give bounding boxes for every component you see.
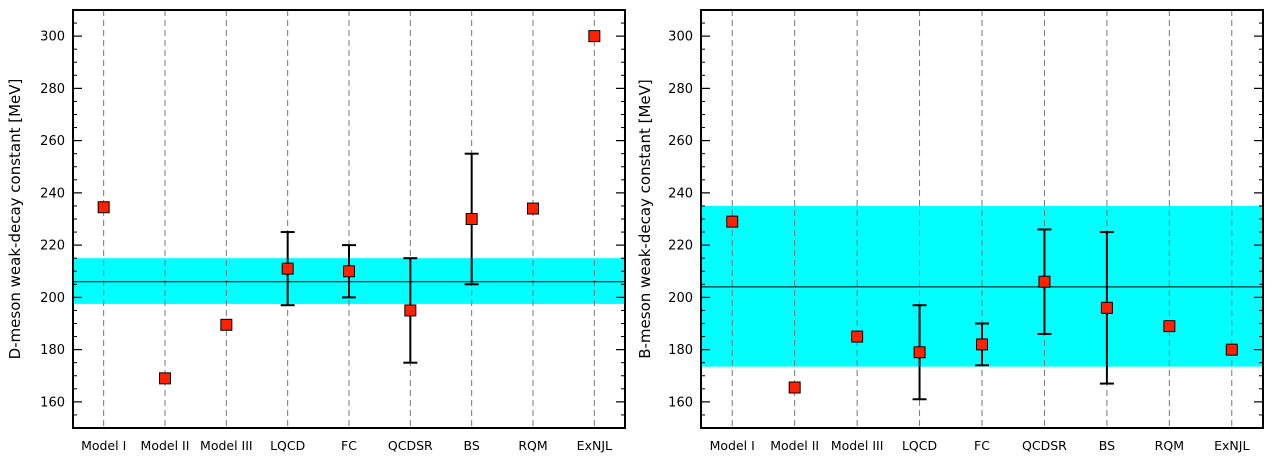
data-point: [220, 318, 233, 331]
y-tick-label: 240: [668, 186, 693, 201]
y-tick-label: 280: [40, 82, 65, 97]
plot-frame: [700, 9, 1264, 429]
data-point: [788, 381, 801, 394]
data-point: [851, 330, 864, 343]
data-point: [281, 262, 294, 275]
b-meson-chart: 160 180 200 220 240 260 280 300 Model I Model II M…: [637, 0, 1274, 458]
data-point: [465, 213, 478, 225]
y-tick-label: 220: [668, 239, 693, 254]
data-point: [976, 338, 988, 351]
x-tick-label: RQM: [518, 438, 547, 453]
y-tick-label: 300: [668, 30, 693, 45]
data-point: [726, 215, 739, 228]
x-tick-label: FC: [974, 438, 990, 453]
data-point: [913, 346, 926, 359]
x-tick-label: QCDSR: [388, 438, 433, 453]
data-point: [1100, 301, 1113, 314]
x-tick-label: ExNJL: [1214, 438, 1249, 453]
b-meson-plot: 160 180 200 220 240 260 280 300 Model I Model II M…: [637, 9, 1264, 453]
data-point: [588, 30, 601, 43]
y-tick-label: 220: [40, 239, 65, 254]
x-tick-label: QCDSR: [1022, 438, 1067, 453]
data-point: [97, 201, 110, 214]
y-tick-label: 240: [40, 186, 65, 201]
y-tick-label: 160: [40, 395, 65, 410]
data-point: [1038, 275, 1051, 288]
x-tick-label: ExNJL: [577, 438, 612, 453]
y-axis-title: D-meson weak-decay constant [MeV]: [6, 79, 24, 360]
y-tick-label: 300: [40, 30, 65, 45]
y-tick-label: 260: [40, 134, 65, 149]
x-tick-label: FC: [341, 438, 357, 453]
d-meson-chart: 160 180 200 220 240 260 280 300 Model I Model II M…: [6, 9, 626, 453]
d-meson-plot: 160 180 200 220 240 260 280 300 Model I Model II M…: [6, 9, 626, 453]
y-tick-label: 280: [668, 82, 693, 97]
x-tick-label: Model III: [200, 438, 253, 453]
x-tick-label: Model II: [770, 438, 819, 453]
x-tick-label: RQM: [1155, 438, 1184, 453]
y-axis-title: B-meson weak-decay constant [MeV]: [637, 79, 654, 359]
data-point: [343, 265, 355, 278]
y-tick-label: 160: [668, 395, 693, 410]
data-point: [527, 202, 539, 215]
data-point: [404, 304, 417, 317]
data-point: [1163, 320, 1176, 333]
x-tick-label: Model I: [710, 438, 755, 453]
y-tick-label: 200: [668, 291, 693, 306]
y-tick-label: 200: [40, 291, 65, 306]
x-tick-label: Model III: [831, 438, 884, 453]
y-tick-label: 180: [668, 343, 693, 358]
plot-frame: [72, 9, 626, 429]
y-tick-label: 180: [40, 343, 65, 358]
x-tick-label: Model II: [141, 438, 190, 453]
data-point: [159, 372, 171, 385]
data-point: [1225, 343, 1238, 356]
x-tick-label: BS: [1099, 438, 1115, 453]
x-tick-label: Model I: [81, 438, 126, 453]
x-tick-label: BS: [464, 438, 480, 453]
y-tick-label: 260: [668, 134, 693, 149]
x-tick-label: LQCD: [270, 438, 305, 453]
x-tick-label: LQCD: [902, 438, 937, 453]
